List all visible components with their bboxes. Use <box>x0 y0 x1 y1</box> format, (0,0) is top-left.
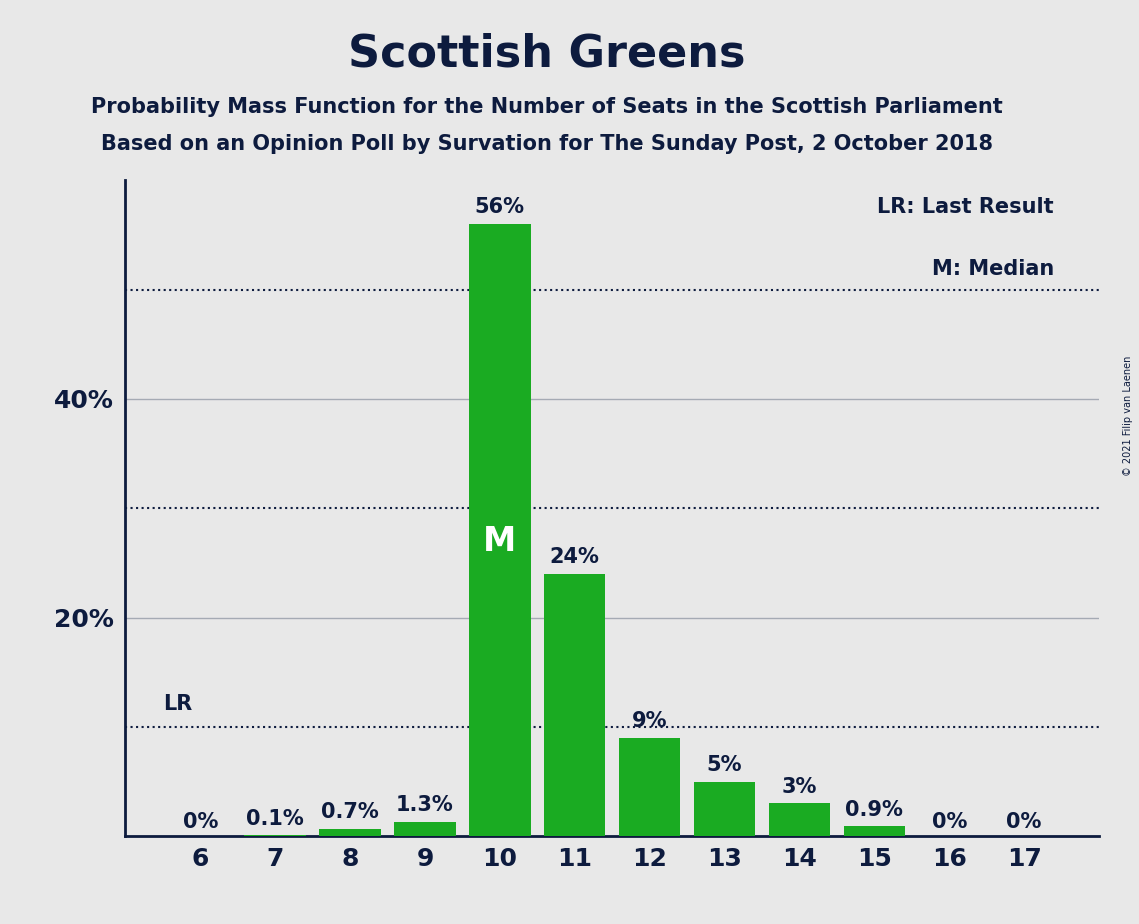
Bar <box>618 737 680 836</box>
Text: 0.1%: 0.1% <box>246 808 304 829</box>
Text: LR: Last Result: LR: Last Result <box>877 197 1054 216</box>
Text: LR: LR <box>163 694 192 713</box>
Text: M: M <box>483 525 516 557</box>
Bar <box>469 224 531 836</box>
Bar <box>245 835 306 836</box>
Text: Scottish Greens: Scottish Greens <box>349 32 745 76</box>
Text: 0%: 0% <box>932 812 967 832</box>
Text: 0.7%: 0.7% <box>321 802 379 822</box>
Text: Based on an Opinion Poll by Survation for The Sunday Post, 2 October 2018: Based on an Opinion Poll by Survation fo… <box>100 134 993 154</box>
Bar <box>694 782 755 836</box>
Text: M: Median: M: Median <box>932 259 1054 279</box>
Bar <box>544 574 606 836</box>
Text: 1.3%: 1.3% <box>396 796 453 816</box>
Text: 9%: 9% <box>632 711 667 731</box>
Text: Probability Mass Function for the Number of Seats in the Scottish Parliament: Probability Mass Function for the Number… <box>91 97 1002 117</box>
Bar <box>394 822 456 836</box>
Bar <box>769 804 830 836</box>
Text: 0%: 0% <box>1007 812 1042 832</box>
Text: 24%: 24% <box>550 547 600 567</box>
Text: 3%: 3% <box>781 777 817 796</box>
Text: © 2021 Filip van Laenen: © 2021 Filip van Laenen <box>1123 356 1133 476</box>
Text: 0.9%: 0.9% <box>845 800 903 820</box>
Text: 5%: 5% <box>707 755 743 775</box>
Text: 56%: 56% <box>475 198 525 217</box>
Bar <box>844 826 906 836</box>
Bar <box>319 829 380 836</box>
Text: 0%: 0% <box>182 812 218 832</box>
